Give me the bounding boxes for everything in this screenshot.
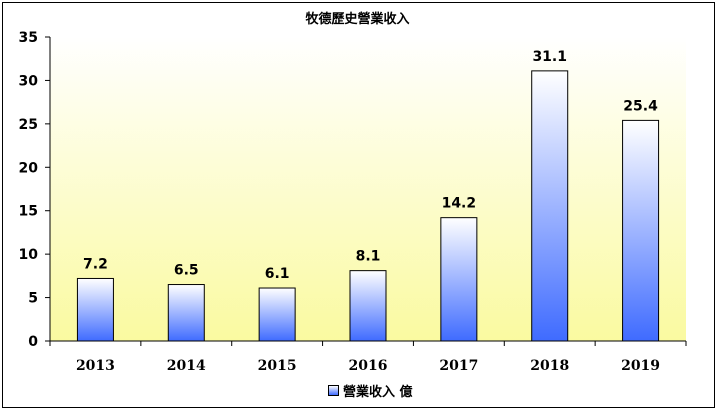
y-tick-label: 20 [19, 160, 39, 176]
x-tick-label: 2013 [76, 358, 115, 374]
y-tick-label: 25 [19, 117, 38, 133]
bars [76, 70, 660, 342]
chart-title: 牧德歷史營業收入 [305, 12, 410, 27]
y-tick-label: 30 [19, 73, 39, 89]
x-tick-label: 2014 [167, 358, 206, 374]
bar [76, 277, 114, 342]
bar [440, 217, 478, 342]
x-axis: 2013 2014 2015 2016 2017 2018 2019 [49, 340, 687, 374]
y-tick-label: 0 [28, 334, 38, 350]
x-tick-label: 2018 [530, 358, 569, 374]
data-label: 6.1 [265, 266, 290, 282]
legend-label: 營業收入 億 [343, 385, 413, 400]
legend: 營業收入 億 [328, 381, 413, 400]
data-label: 6.5 [174, 263, 199, 279]
data-label: 31.1 [532, 49, 567, 65]
y-tick-label: 10 [19, 247, 39, 263]
y-tick-label: 35 [19, 30, 38, 46]
x-tick-label: 2017 [439, 358, 478, 374]
bar [258, 287, 296, 342]
data-label: 14.2 [442, 196, 477, 212]
data-label: 25.4 [623, 98, 658, 114]
y-tick-label: 5 [28, 291, 38, 307]
x-tick-label: 2016 [349, 358, 388, 374]
data-label: 7.2 [83, 256, 108, 272]
x-tick-label: 2015 [258, 358, 297, 374]
bar [349, 270, 387, 342]
y-axis: 0 5 10 15 20 25 30 35 [19, 30, 51, 350]
bar [622, 119, 660, 342]
data-label: 8.1 [356, 249, 381, 265]
x-tick-label: 2019 [621, 358, 660, 374]
y-tick-label: 15 [19, 204, 38, 220]
legend-swatch [328, 385, 339, 396]
bar [531, 70, 569, 342]
bar [167, 284, 205, 342]
data-labels: 7.2 6.5 6.1 8.1 14.2 31.1 25.4 [83, 49, 658, 282]
